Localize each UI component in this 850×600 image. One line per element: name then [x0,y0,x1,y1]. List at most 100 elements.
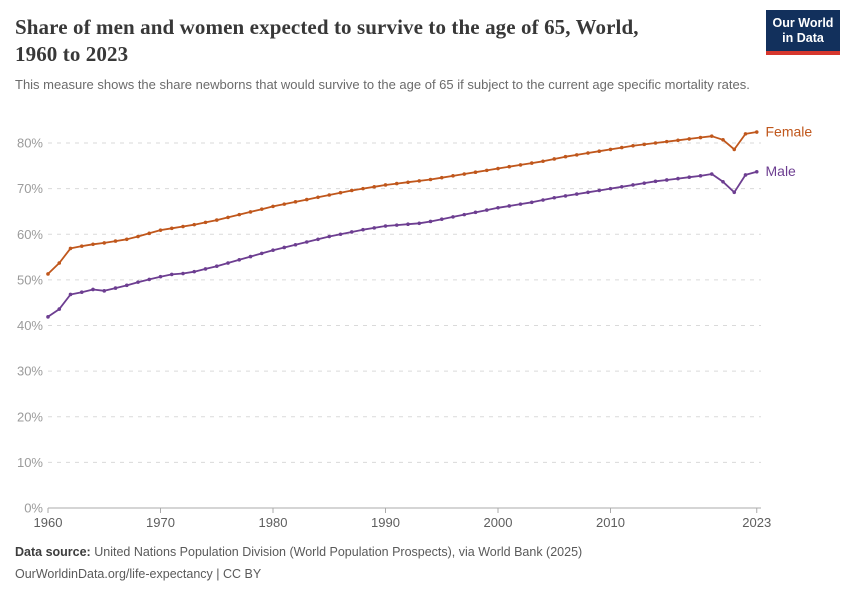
data-point-female-1984 [316,195,320,200]
data-point-male-1985 [327,234,332,239]
y-axis-label-20: 20% [17,409,43,424]
data-point-female-2014 [653,141,658,145]
data-point-female-2020 [721,138,725,142]
data-point-female-1961 [57,261,62,265]
data-point-female-1983 [304,197,309,202]
data-point-female-2022 [743,132,748,136]
data-point-male-1995 [439,217,444,221]
data-point-female-1976 [226,215,230,220]
series-label-female[interactable]: Female [766,124,813,140]
data-point-male-1982 [293,242,298,247]
data-point-male-2001 [507,204,512,208]
data-point-female-2021 [732,147,737,152]
data-point-male-1964 [91,287,95,292]
data-point-female-1977 [237,212,242,217]
data-point-male-1973 [192,269,197,274]
data-point-female-1971 [169,226,174,231]
y-axis-label-80: 80% [17,136,43,151]
data-point-female-1989 [372,185,377,189]
data-point-female-1974 [203,220,208,225]
data-point-female-2003 [529,161,534,165]
data-point-female-2016 [676,138,680,143]
data-point-male-2007 [574,192,579,196]
data-point-male-1975 [214,264,219,268]
data-point-male-2000 [496,205,500,210]
data-point-male-2020 [721,179,725,184]
data-point-male-1988 [361,227,365,232]
data-point-female-2001 [507,164,512,169]
data-point-female-1985 [327,193,332,197]
data-point-female-1982 [293,200,298,204]
data-point-female-1992 [406,180,410,185]
data-point-male-2018 [698,174,703,178]
data-point-female-2013 [642,142,647,147]
x-axis-label-1980: 1980 [259,515,288,530]
chart-svg: 0% 10% 20% 30% 40% 50% 60% 70% 80% 1960 1970 1980 19… [17,124,813,530]
owid-logo-red-bar [766,51,840,55]
owid-logo-text: Our World in Data [766,10,840,51]
data-source-label: Data source: [15,545,91,559]
data-point-female-1990 [383,183,388,187]
data-point-female-1978 [248,210,253,214]
data-point-male-1961 [57,307,62,311]
data-point-male-1981 [282,245,287,250]
license-link[interactable]: OurWorldinData.org/life-expectancy | CC … [15,567,262,581]
series-label-male[interactable]: Male [766,163,797,179]
data-point-male-1996 [451,215,455,219]
data-point-female-1986 [338,190,343,195]
data-point-male-2013 [642,181,647,185]
data-point-female-1963 [79,244,84,248]
y-axis-label-60: 60% [17,227,43,242]
data-point-female-2012 [631,143,635,148]
line-chart: 0% 10% 20% 30% 40% 50% 60% 70% 80% 1960 1970 1980 19… [0,115,850,560]
data-point-male-1991 [394,223,399,227]
data-point-female-2017 [687,137,692,141]
data-point-female-2007 [574,153,579,157]
data-point-male-2019 [709,172,714,176]
page-title: Share of men and women expected to survi… [15,14,760,68]
data-point-male-1967 [124,283,129,288]
data-point-male-1983 [304,240,309,244]
x-axis-label-1960: 1960 [34,515,63,530]
data-point-female-2019 [709,134,714,138]
data-point-female-1969 [147,231,152,236]
data-point-male-1977 [237,258,242,262]
data-point-male-1987 [349,230,354,234]
title-line-2: 1960 to 2023 [15,42,129,66]
data-point-male-1978 [248,254,253,259]
series-line-female [47,131,757,275]
y-axis-label-70: 70% [17,181,43,196]
data-point-female-2009 [597,149,602,154]
data-point-female-1994 [428,177,433,182]
data-point-male-1994 [428,219,433,224]
data-point-male-2006 [563,194,568,198]
data-point-female-1996 [451,174,455,178]
data-point-female-1988 [361,186,365,191]
data-point-male-2023 [754,169,759,174]
data-point-male-1960 [46,315,50,319]
x-axis-label-1990: 1990 [371,515,400,530]
data-point-female-1972 [181,224,185,229]
x-axis-label-2023: 2023 [742,515,771,530]
owid-logo[interactable]: Our World in Data [766,10,840,55]
data-point-male-1979 [259,251,264,256]
data-point-female-1973 [192,222,197,227]
data-point-female-1962 [68,246,73,251]
data-point-female-1998 [473,170,478,174]
data-point-male-1986 [338,232,343,237]
y-axis-label-50: 50% [17,272,43,287]
data-source-line: Data source: United Nations Population D… [15,541,582,563]
title-line-1: Share of men and women expected to survi… [15,15,639,39]
data-point-male-1992 [406,222,410,227]
data-point-female-2005 [552,157,557,161]
data-point-female-2006 [563,154,568,159]
data-point-female-1987 [349,188,354,193]
chart-footer: Data source: United Nations Population D… [15,541,582,585]
y-axis-label-10: 10% [17,455,43,470]
data-point-female-1981 [282,202,287,206]
chart-subtitle: This measure shows the share newborns th… [15,77,750,92]
data-point-female-2008 [586,151,590,155]
data-point-female-2015 [664,139,669,144]
data-point-male-1999 [484,208,489,212]
data-point-male-1984 [316,237,320,242]
